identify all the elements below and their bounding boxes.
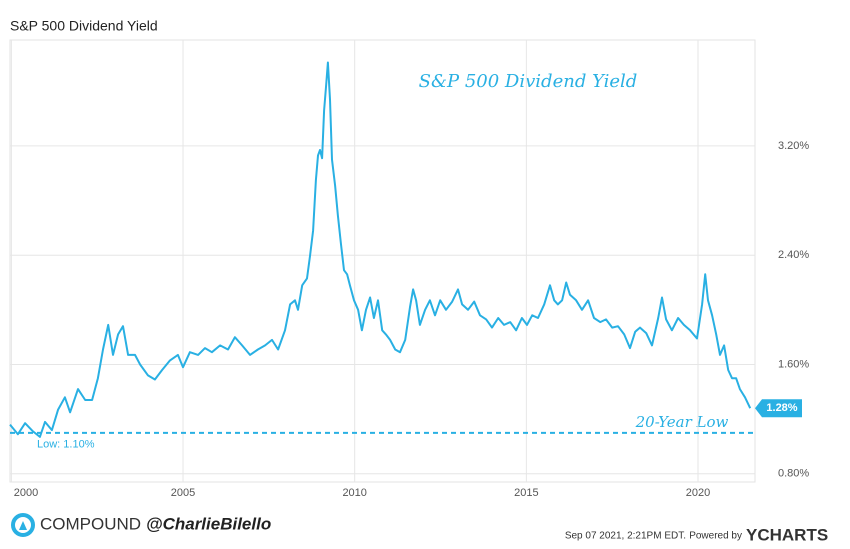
chart-annotation: S&P 500 Dividend Yield [419, 71, 638, 92]
provider: YCHARTS [746, 525, 828, 544]
powered-by: Powered by [689, 531, 742, 542]
logo [11, 513, 35, 537]
last-value-label: 1.28% [766, 402, 797, 414]
chart-title: S&P 500 Dividend Yield [10, 18, 158, 34]
x-tick-label: 2010 [342, 487, 366, 499]
x-tick-label: 2015 [514, 487, 538, 499]
x-tick-label: 2000 [14, 487, 38, 499]
series-line [9, 61, 752, 438]
last-value-badge [755, 399, 802, 418]
brand: COMPOUND [40, 514, 141, 533]
y-tick-label: 2.40% [778, 249, 809, 261]
x-tick-label: 2020 [686, 487, 710, 499]
y-tick-label: 1.60% [778, 358, 809, 370]
x-tick-label: 2005 [171, 487, 195, 499]
plot-border [9, 39, 756, 483]
timestamp: Sep 07 2021, 2:21PM EDT. [565, 531, 686, 542]
logo-mark [19, 521, 27, 530]
low-label: Low: 1.10% [37, 439, 95, 451]
y-tick-label: 0.80% [778, 468, 809, 480]
footer: COMPOUND @CharlieBilello Sep 07 2021, 2:… [11, 513, 828, 544]
handle: @CharlieBilello [146, 514, 271, 533]
low-annotation: 20-Year Low [635, 413, 729, 431]
y-tick-label: 3.20% [778, 140, 809, 152]
grid [9, 39, 756, 483]
